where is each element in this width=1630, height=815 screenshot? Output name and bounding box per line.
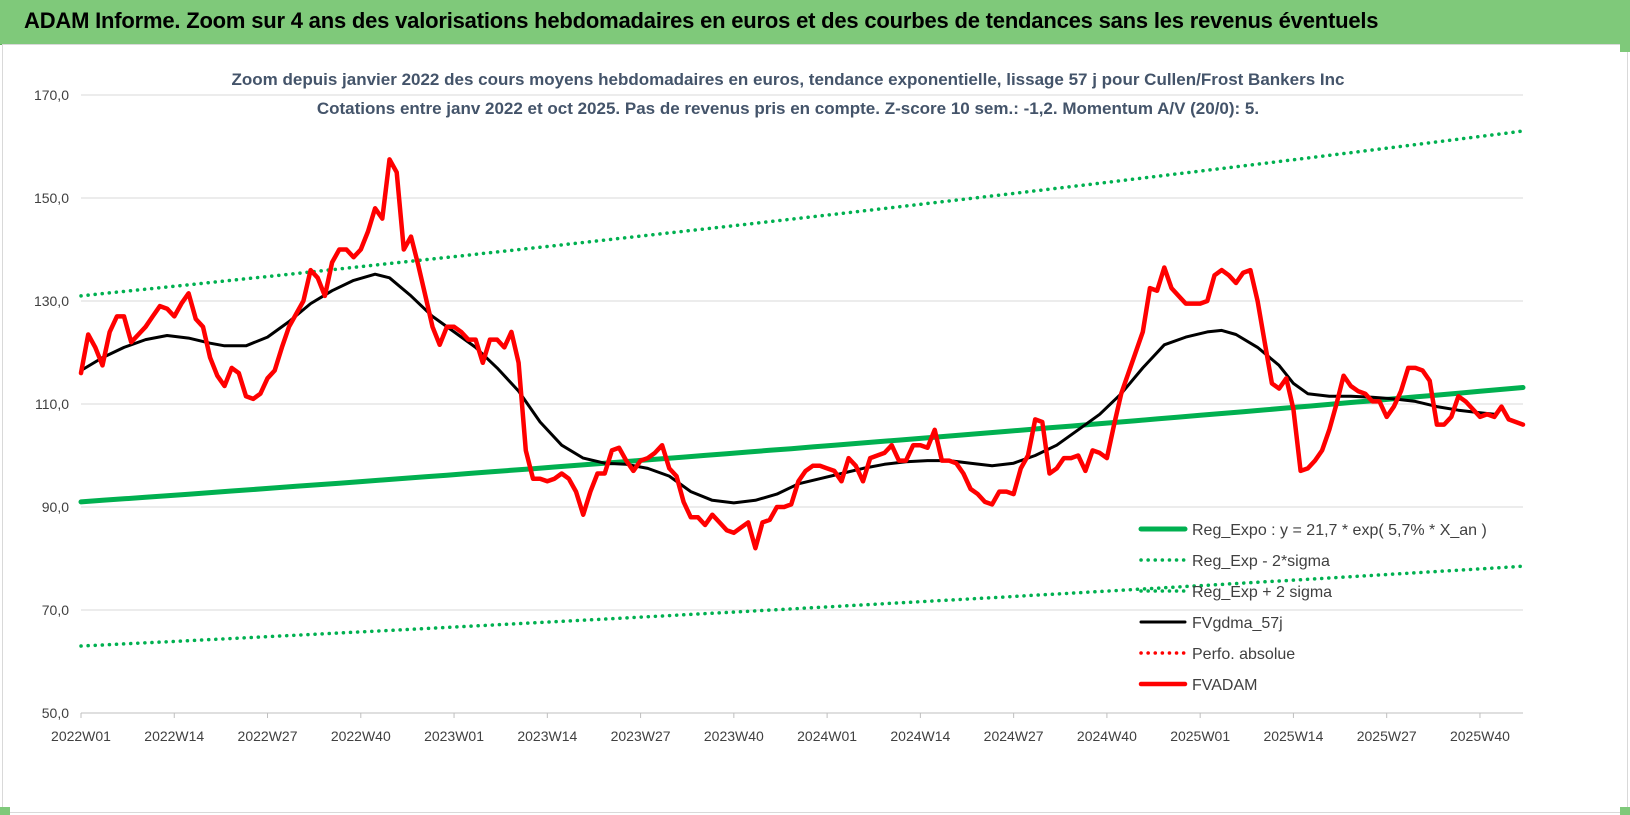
- legend-label: FVADAM: [1192, 677, 1257, 694]
- series-line: [78, 385, 1526, 505]
- series-line: [79, 564, 1525, 648]
- x-tick-label: 2023W27: [611, 728, 671, 744]
- y-tick-label: 70,0: [42, 602, 69, 618]
- legend-label: FVgdma_57j: [1192, 615, 1283, 632]
- series-line: [79, 272, 1496, 505]
- x-tick-label: 2024W01: [797, 728, 857, 744]
- chart-subtitle: Cotations entre janv 2022 et oct 2025. P…: [317, 99, 1259, 118]
- x-tick-label: 2025W01: [1170, 728, 1230, 744]
- y-tick-label: 110,0: [35, 396, 69, 412]
- legend: Reg_Expo : y = 21,7 * exp( 5,7% * X_an )…: [1138, 522, 1487, 694]
- x-tick-label: 2024W40: [1077, 728, 1137, 744]
- x-tick-label: 2023W40: [704, 728, 764, 744]
- x-tick-label: 2022W40: [331, 728, 391, 744]
- legend-label: Reg_Expo : y = 21,7 * exp( 5,7% * X_an ): [1192, 522, 1487, 539]
- x-tick-label: 2022W01: [51, 728, 111, 744]
- corner-marker: [0, 807, 10, 815]
- legend-label: Perfo. absolue: [1192, 646, 1295, 663]
- page-title: ADAM Informe. Zoom sur 4 ans des valoris…: [24, 8, 1379, 33]
- chart-frame: 50,0 70,0 90,0 110,0 130,0 150,0 170,0 2022W01…: [2, 44, 1628, 813]
- corner-marker: [1620, 807, 1630, 815]
- series-lines: [78, 129, 1526, 648]
- grid-lines: [81, 94, 1523, 714]
- corner-marker: [1620, 44, 1630, 52]
- y-tick-label: 50,0: [42, 705, 69, 721]
- y-tick-label: 150,0: [34, 190, 69, 206]
- x-tick-label: 2023W01: [424, 728, 484, 744]
- x-tick-label: 2024W14: [890, 728, 950, 744]
- series-line: [79, 129, 1525, 298]
- y-tick-label: 90,0: [42, 499, 69, 515]
- y-axis-ticks: 50,0 70,0 90,0 110,0 130,0 150,0 170,0: [34, 87, 69, 721]
- series-line: [78, 157, 1526, 551]
- x-tick-label: 2024W27: [984, 728, 1044, 744]
- header-banner: ADAM Informe. Zoom sur 4 ans des valoris…: [0, 0, 1630, 45]
- legend-label: Reg_Exp + 2 sigma: [1192, 584, 1332, 601]
- x-tick-label: 2023W14: [517, 728, 577, 744]
- x-tick-label: 2025W40: [1450, 728, 1510, 744]
- chart-area: 50,0 70,0 90,0 110,0 130,0 150,0 170,0 2022W01…: [34, 70, 1526, 744]
- chart-title: Zoom depuis janvier 2022 des cours moyen…: [232, 70, 1345, 89]
- x-tick-label: 2025W14: [1263, 728, 1323, 744]
- x-tick-label: 2022W27: [238, 728, 298, 744]
- legend-label: Reg_Exp - 2*sigma: [1192, 553, 1330, 570]
- x-axis-ticks: 2022W01 2022W14 2022W27 2022W40 2023W01 2023W…: [51, 713, 1510, 744]
- x-tick-label: 2025W27: [1357, 728, 1417, 744]
- y-tick-label: 170,0: [34, 87, 69, 103]
- x-tick-label: 2022W14: [144, 728, 204, 744]
- y-tick-label: 130,0: [34, 293, 69, 309]
